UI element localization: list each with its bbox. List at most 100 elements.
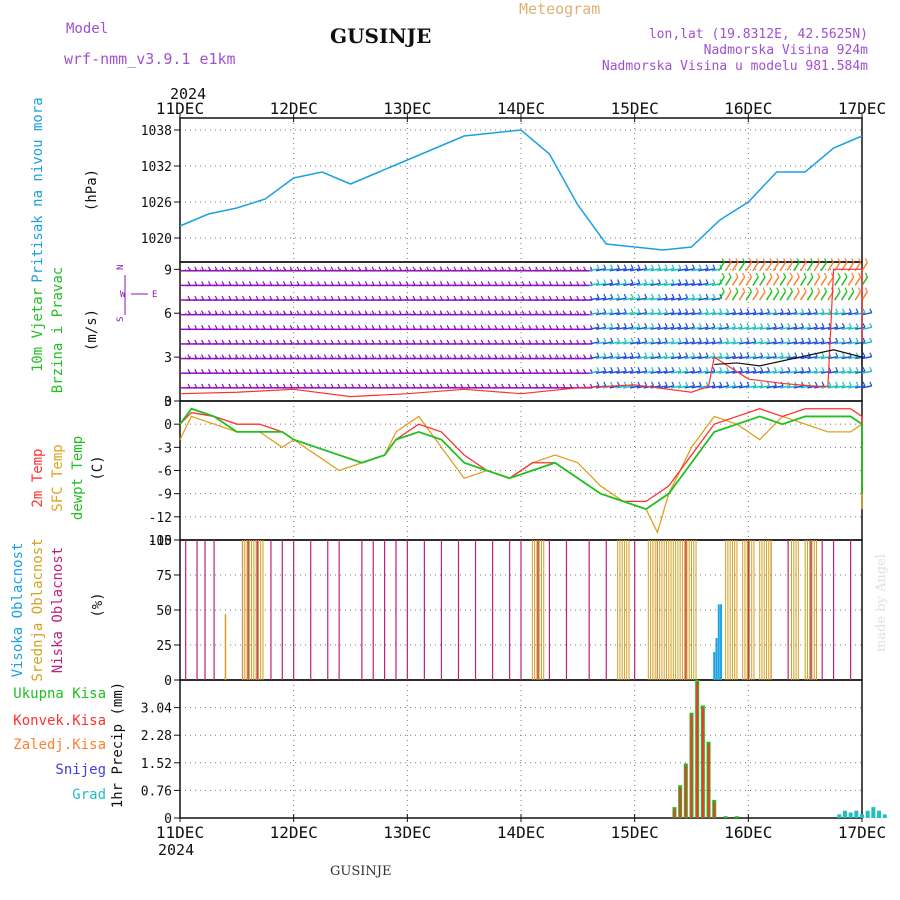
wind-barb-flag [851, 258, 855, 263]
wind-barb [650, 355, 661, 360]
wind-barb [718, 370, 729, 374]
wind-barb-flag [753, 308, 757, 313]
compass-west-label: W [120, 290, 126, 300]
compass-north-label: N [116, 265, 126, 270]
wind-barb [691, 326, 702, 331]
wind-barb [677, 268, 688, 272]
wind-barb-flag [746, 337, 750, 343]
wind-barb [841, 341, 852, 345]
precip-conv-bar [684, 765, 687, 818]
wind-barb-flag [851, 272, 855, 278]
wind-barb [657, 311, 668, 316]
wind-barb [623, 370, 634, 374]
wind-barb-flag [691, 352, 696, 357]
wind-barb [759, 385, 770, 389]
wind-barb [766, 341, 777, 345]
wind-barb [602, 341, 613, 345]
wind-barb-flag [780, 308, 784, 313]
wind-barb-flag [678, 323, 682, 328]
wind-barb-flag [855, 323, 859, 328]
wind-barb [698, 268, 709, 272]
wind-barb [602, 370, 613, 374]
precip-bar [871, 807, 876, 818]
wind-barb-flag [685, 381, 689, 387]
wind-barb-flag [596, 323, 600, 328]
wind-barb-flag [623, 279, 627, 284]
wind-barb-flag [685, 264, 689, 270]
wind-barb [616, 282, 627, 287]
wind-barb-flag [651, 337, 655, 343]
wind-barb-flag [841, 337, 846, 343]
wind-barb-flag [603, 352, 607, 357]
wind-barb [670, 282, 681, 287]
wind-barb-flag [841, 381, 846, 387]
wind-barb-flag [789, 272, 793, 278]
wind-barb-flag [671, 352, 675, 357]
wind-barb-flag [735, 287, 739, 292]
wind-barb [623, 282, 634, 287]
temp-legend-dewpt: dewpt Temp [70, 436, 86, 520]
wind-barb [670, 385, 681, 389]
wind-barb-flag [610, 352, 614, 357]
wind-barb [854, 276, 862, 286]
wind-barb-flag [664, 352, 668, 357]
wind-barb [609, 282, 620, 287]
wind-barb-flag [698, 366, 702, 372]
wind-barb [589, 370, 600, 374]
wind-barb-flag [801, 323, 805, 328]
wind-barb [589, 268, 600, 272]
station-title: GUSINJE [330, 24, 431, 48]
wind-barb [609, 311, 620, 316]
y-tick-label: 1026 [141, 196, 172, 211]
wind-barb [820, 291, 828, 301]
wind-barb-flag [773, 366, 777, 372]
wind-barb-flag [753, 323, 757, 328]
wind-barb-flag [796, 272, 800, 278]
precip-conv-bar [679, 787, 682, 818]
wind-barb-flag [732, 381, 736, 387]
wind-barb-flag [869, 337, 873, 343]
wind-barb [745, 261, 753, 272]
wind-barb [779, 276, 787, 286]
wind-barb [793, 311, 804, 316]
wind-barb-flag [801, 308, 805, 313]
wind-barb [657, 268, 668, 272]
wind-barb-flag [630, 352, 634, 357]
wind-speed-red-line [179, 268, 863, 398]
wind-barb [629, 385, 641, 389]
wind-barb-flag [796, 258, 800, 263]
wind-barb-flag [651, 366, 655, 372]
wind-barb-flag [753, 366, 757, 372]
wind-barb-flag [821, 337, 825, 343]
wind-barb-flag [844, 287, 848, 292]
wind-barb [636, 326, 647, 331]
wind-barb-flag [698, 293, 702, 299]
wind-barb [855, 385, 866, 389]
wind-axis-subtitle: Brzina i Pravac [50, 267, 66, 393]
wind-barb-flag [746, 323, 750, 328]
wind-barb-flag [821, 366, 825, 372]
wind-barb [670, 326, 681, 331]
wind-barb [752, 326, 763, 331]
wind-barb-flag [705, 352, 709, 357]
wind-barb [793, 326, 804, 331]
wind-barb [650, 268, 661, 272]
wind-barb-flag [746, 366, 750, 372]
wind-barb [766, 385, 777, 389]
wind-barb-flag [705, 308, 709, 313]
wind-barb [609, 355, 620, 360]
wind-barb [861, 326, 872, 331]
wind-barb-flag [685, 323, 689, 328]
wind-barb [759, 276, 766, 286]
wind-barb-flag [678, 366, 682, 372]
wind-barb-flag [748, 287, 752, 292]
wind-barb [704, 282, 716, 287]
wind-barb [684, 297, 695, 301]
wind-barb [752, 370, 763, 374]
wind-barb-flag [746, 381, 750, 387]
precip-bar [848, 812, 853, 818]
wind-barb [677, 326, 688, 331]
wind-barb [623, 385, 634, 389]
credit-label: made by Angel [874, 554, 889, 652]
